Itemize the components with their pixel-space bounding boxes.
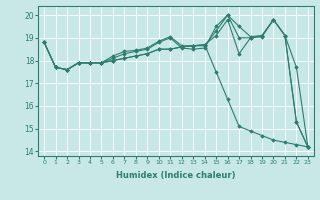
X-axis label: Humidex (Indice chaleur): Humidex (Indice chaleur) xyxy=(116,171,236,180)
